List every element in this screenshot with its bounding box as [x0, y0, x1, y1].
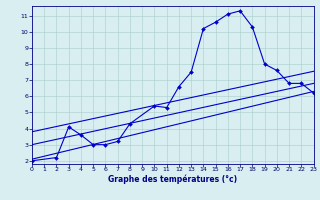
X-axis label: Graphe des températures (°c): Graphe des températures (°c): [108, 175, 237, 184]
